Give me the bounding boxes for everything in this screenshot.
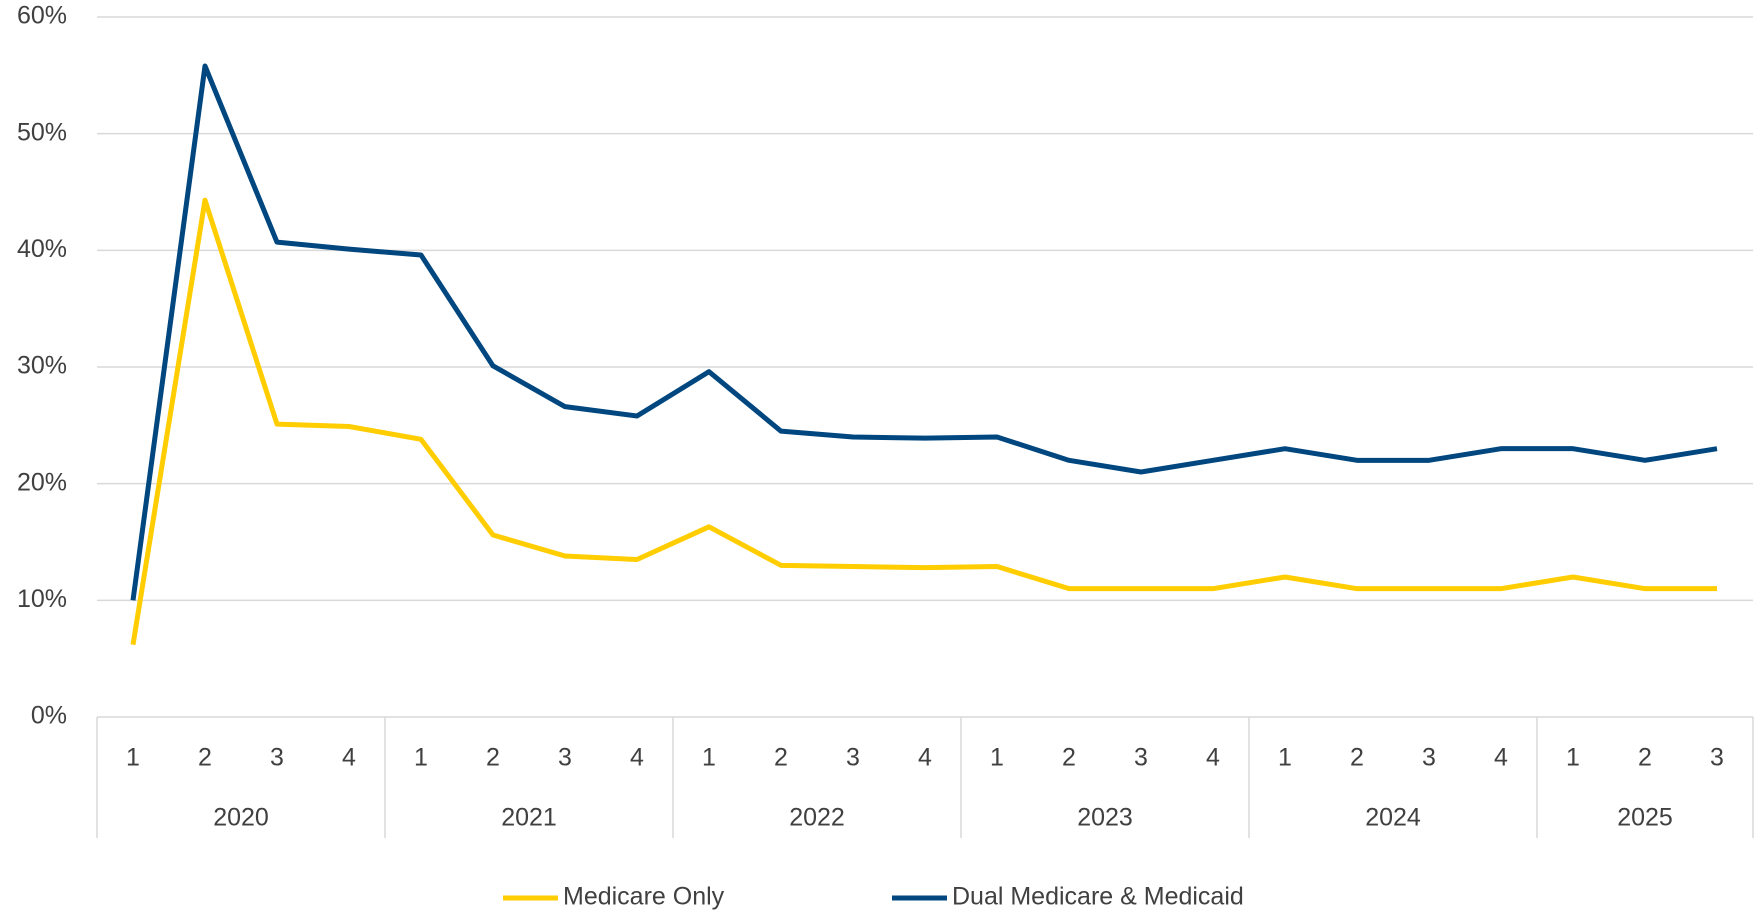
- x-tick-label: 4: [918, 744, 932, 772]
- x-tick-label: 3: [270, 744, 284, 772]
- y-tick-label: 20%: [17, 468, 67, 496]
- x-group-label: 2022: [789, 804, 845, 832]
- x-tick-label: 3: [558, 744, 572, 772]
- x-tick-label: 1: [1566, 744, 1580, 772]
- x-tick-label: 4: [342, 744, 356, 772]
- x-tick-label: 2: [1062, 744, 1076, 772]
- legend-label: Medicare Only: [563, 883, 725, 911]
- y-tick-label: 0%: [31, 702, 67, 730]
- x-tick-label: 1: [702, 744, 716, 772]
- x-group-label: 2023: [1077, 804, 1133, 832]
- x-tick-label: 1: [990, 744, 1004, 772]
- x-tick-label: 3: [1710, 744, 1724, 772]
- y-tick-label: 30%: [17, 352, 67, 380]
- series-line: [130, 197, 1717, 646]
- y-tick-label: 50%: [17, 118, 67, 146]
- series-line: [130, 63, 1718, 601]
- x-group-label: 2020: [213, 804, 269, 832]
- x-tick-label: 2: [486, 744, 500, 772]
- x-tick-label: 1: [126, 744, 140, 772]
- x-tick-label: 2: [198, 744, 212, 772]
- x-tick-label: 2: [774, 744, 788, 772]
- x-tick-label: 4: [630, 744, 644, 772]
- x-group-label: 2025: [1617, 804, 1673, 832]
- x-tick-label: 1: [414, 744, 428, 772]
- x-tick-label: 1: [1278, 744, 1292, 772]
- x-group-label: 2024: [1365, 804, 1421, 832]
- x-tick-label: 3: [1422, 744, 1436, 772]
- x-tick-label: 3: [1134, 744, 1148, 772]
- x-tick-label: 3: [846, 744, 860, 772]
- y-tick-label: 10%: [17, 585, 67, 613]
- x-tick-label: 2: [1350, 744, 1364, 772]
- y-tick-label: 60%: [17, 2, 67, 30]
- x-tick-label: 4: [1206, 744, 1220, 772]
- y-tick-label: 40%: [17, 235, 67, 263]
- x-tick-label: 4: [1494, 744, 1508, 772]
- x-tick-label: 2: [1638, 744, 1652, 772]
- legend-label: Dual Medicare & Medicaid: [952, 883, 1244, 911]
- x-group-label: 2021: [501, 804, 557, 832]
